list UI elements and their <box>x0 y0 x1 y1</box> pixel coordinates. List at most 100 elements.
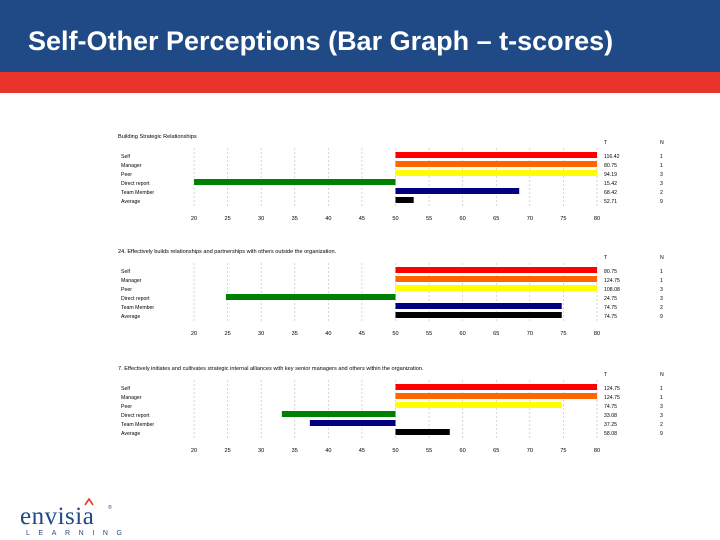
red-chevron-icon <box>84 498 94 506</box>
x-tick-label: 65 <box>493 216 499 222</box>
x-tick-label: 35 <box>292 331 298 337</box>
bar <box>281 411 396 417</box>
category-label: Direct report <box>121 296 150 302</box>
x-tick-label: 40 <box>325 216 331 222</box>
envisia-logo: envisia ® LEARNING <box>20 497 130 539</box>
category-label: Team Member <box>121 422 154 428</box>
x-tick-label: 80 <box>594 448 600 454</box>
category-label: Direct report <box>121 413 150 419</box>
bar <box>395 152 597 158</box>
n-count-value: 3 <box>660 172 663 178</box>
x-tick-label: 50 <box>392 448 398 454</box>
t-score-value: 74.75 <box>604 314 617 320</box>
bar <box>395 285 597 291</box>
chart-title: 24. Effectively builds relationships and… <box>118 249 337 255</box>
category-label: Team Member <box>121 190 154 196</box>
x-tick-label: 70 <box>527 331 533 337</box>
bar <box>395 429 450 435</box>
category-label: Team Member <box>121 305 154 311</box>
n-count-value: 9 <box>660 199 663 205</box>
category-label: Manager <box>121 163 142 169</box>
t-score-value: 37.25 <box>604 422 617 428</box>
category-label: Average <box>121 431 140 437</box>
x-tick-label: 75 <box>560 216 566 222</box>
n-count-value: 3 <box>660 413 663 419</box>
category-label: Peer <box>121 172 132 178</box>
header-accent-stripe <box>0 72 720 93</box>
x-tick-label: 25 <box>224 216 230 222</box>
category-label: Self <box>121 269 130 275</box>
bar <box>395 402 562 408</box>
bar <box>395 188 520 194</box>
x-tick-label: 30 <box>258 331 264 337</box>
category-label: Self <box>121 154 130 160</box>
n-column-header: N <box>660 372 664 378</box>
x-tick-label: 75 <box>560 331 566 337</box>
n-count-value: 3 <box>660 287 663 293</box>
n-count-value: 3 <box>660 404 663 410</box>
n-count-value: 2 <box>660 422 663 428</box>
n-count-value: 2 <box>660 190 663 196</box>
t-score-value: 116.42 <box>604 154 620 160</box>
n-count-value: 2 <box>660 305 663 311</box>
t-score-value: 24.75 <box>604 296 617 302</box>
category-label: Average <box>121 199 140 205</box>
category-label: Self <box>121 386 130 392</box>
x-tick-label: 65 <box>493 331 499 337</box>
category-label: Manager <box>121 395 142 401</box>
n-count-value: 3 <box>660 296 663 302</box>
x-tick-label: 60 <box>460 448 466 454</box>
t-column-header: T <box>604 140 608 146</box>
x-tick-label: 35 <box>292 448 298 454</box>
chart-title: 7. Effectively initiates and cultivates … <box>118 366 424 372</box>
x-tick-label: 45 <box>359 216 365 222</box>
t-score-value: 124.75 <box>604 395 620 401</box>
n-count-value: 3 <box>660 181 663 187</box>
x-tick-label: 50 <box>392 216 398 222</box>
n-count-value: 1 <box>660 395 663 401</box>
x-tick-label: 80 <box>594 331 600 337</box>
x-tick-label: 30 <box>258 216 264 222</box>
x-tick-label: 60 <box>460 216 466 222</box>
bar <box>395 384 597 390</box>
n-count-value: 9 <box>660 431 663 437</box>
logo-trademark: ® <box>108 505 112 511</box>
bar <box>395 197 414 203</box>
x-tick-label: 70 <box>527 448 533 454</box>
category-label: Manager <box>121 278 142 284</box>
x-tick-label: 20 <box>191 448 197 454</box>
t-score-value: 80.75 <box>604 163 617 169</box>
x-tick-label: 50 <box>392 331 398 337</box>
x-tick-label: 20 <box>191 216 197 222</box>
x-tick-label: 25 <box>224 448 230 454</box>
x-tick-label: 35 <box>292 216 298 222</box>
x-tick-label: 65 <box>493 448 499 454</box>
x-tick-label: 55 <box>426 331 432 337</box>
logo-subtitle: LEARNING <box>26 530 131 537</box>
t-score-value: 68.42 <box>604 190 617 196</box>
x-tick-label: 40 <box>325 331 331 337</box>
n-column-header: N <box>660 255 664 261</box>
t-score-value: 52.71 <box>604 199 617 205</box>
x-tick-label: 20 <box>191 331 197 337</box>
n-count-value: 1 <box>660 386 663 392</box>
t-column-header: T <box>604 255 608 261</box>
t-score-value: 108.08 <box>604 287 620 293</box>
x-tick-label: 80 <box>594 216 600 222</box>
x-tick-label: 55 <box>426 448 432 454</box>
t-score-value: 124.75 <box>604 278 620 284</box>
n-count-value: 1 <box>660 163 663 169</box>
t-score-value: 94.19 <box>604 172 617 178</box>
t-score-value: 74.75 <box>604 404 617 410</box>
n-column-header: N <box>660 140 664 146</box>
category-label: Direct report <box>121 181 150 187</box>
bar <box>194 179 396 185</box>
x-tick-label: 45 <box>359 448 365 454</box>
t-column-header: T <box>604 372 608 378</box>
x-tick-label: 25 <box>224 331 230 337</box>
x-tick-label: 40 <box>325 448 331 454</box>
logo-wordmark: envisia <box>20 503 95 530</box>
t-score-value: 74.75 <box>604 305 617 311</box>
x-tick-label: 45 <box>359 331 365 337</box>
